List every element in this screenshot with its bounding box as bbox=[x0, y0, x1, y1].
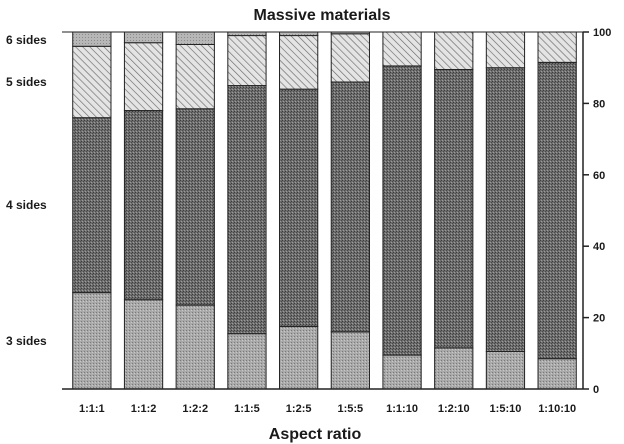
y-tick-label: 60 bbox=[593, 170, 605, 182]
bar-segment-5-sides-1-10-10 bbox=[537, 31, 577, 63]
bar-segment-5-sides-1-1-5 bbox=[227, 35, 267, 87]
bar-segment-3-sides-1-2-10 bbox=[434, 347, 474, 390]
bar-segment-4-sides-1-2-2 bbox=[175, 108, 215, 306]
bar-segment-3-sides-1-5-10 bbox=[485, 351, 526, 390]
bar-segment-3-sides-1-1-5 bbox=[227, 333, 267, 390]
bar-segment-3-sides-1-1-10 bbox=[382, 354, 422, 390]
bar-segment-5-sides-1-1-1 bbox=[72, 45, 112, 119]
x-tick-label: 1:10:10 bbox=[538, 403, 576, 415]
bar-segment-5-sides-1-5-10 bbox=[485, 31, 526, 69]
bar-segment-3-sides-1-5-5 bbox=[330, 331, 370, 390]
series-label-3-sides: 3 sides bbox=[6, 334, 47, 348]
bar-segment-6-sides-1-2-2 bbox=[175, 31, 215, 45]
bar-segment-6-sides-1-1-1 bbox=[72, 31, 112, 47]
series-labels: 3 sides 4 sides 5 sides 6 sides bbox=[6, 33, 47, 348]
bar-segment-6-sides-1-1-2 bbox=[123, 31, 164, 44]
bar-segment-4-sides-1-5-5 bbox=[330, 81, 370, 333]
bar-segment-3-sides-1-2-2 bbox=[175, 304, 215, 390]
y-tick-label: 100 bbox=[593, 27, 611, 39]
bar-segment-5-sides-1-1-10 bbox=[382, 31, 422, 67]
x-axis-label: Aspect ratio bbox=[269, 426, 362, 443]
x-tick-label: 1:2:5 bbox=[286, 403, 312, 415]
bar-segment-5-sides-1-2-5 bbox=[279, 35, 319, 90]
bars bbox=[72, 31, 577, 390]
bar-segment-5-sides-1-2-2 bbox=[175, 44, 215, 110]
x-tick-label: 1:5:5 bbox=[338, 403, 364, 415]
series-label-4-sides: 4 sides bbox=[6, 198, 47, 212]
bar-segment-6-sides-1-1-5 bbox=[227, 31, 267, 37]
y-tick-label: 20 bbox=[593, 313, 605, 325]
x-tick-label: 1:2:2 bbox=[182, 403, 208, 415]
bar-segment-4-sides-1-5-10 bbox=[485, 67, 526, 353]
bar-segment-4-sides-1-2-10 bbox=[434, 68, 474, 349]
bar-segment-5-sides-1-2-10 bbox=[434, 31, 474, 70]
plot-frame bbox=[62, 31, 584, 390]
x-tick-label: 1:1:5 bbox=[234, 403, 260, 415]
bar-segment-4-sides-1-1-10 bbox=[382, 65, 422, 356]
bar-segment-4-sides-1-1-5 bbox=[227, 85, 267, 335]
bar-segment-4-sides-1-2-5 bbox=[279, 88, 319, 328]
x-tick-label: 1:1:10 bbox=[386, 403, 418, 415]
series-label-6-sides: 6 sides bbox=[6, 33, 47, 47]
bar-segment-4-sides-1-10-10 bbox=[537, 61, 577, 360]
y-tick-label: 80 bbox=[593, 98, 605, 110]
y-tick-label: 40 bbox=[593, 241, 605, 253]
x-tick-label: 1:1:1 bbox=[79, 403, 105, 415]
bar-segment-4-sides-1-1-2 bbox=[123, 110, 164, 301]
bar-segment-5-sides-1-5-5 bbox=[330, 33, 370, 83]
chart-title: Massive materials bbox=[254, 7, 391, 24]
bar-segment-3-sides-1-1-1 bbox=[72, 292, 112, 390]
y-tick-label: 0 bbox=[593, 384, 599, 396]
x-tick-label: 1:2:10 bbox=[438, 403, 470, 415]
y-axis: 0 20 40 60 80 100 bbox=[583, 27, 611, 396]
bar-segment-4-sides-1-1-1 bbox=[72, 117, 112, 294]
bar-segment-3-sides-1-2-5 bbox=[279, 326, 319, 390]
bar-segment-3-sides-1-10-10 bbox=[537, 358, 577, 390]
x-tick-label: 1:5:10 bbox=[490, 403, 522, 415]
series-label-5-sides: 5 sides bbox=[6, 75, 47, 89]
bar-segment-3-sides-1-1-2 bbox=[123, 299, 164, 390]
x-axis-ticks: 1:1:1 1:1:2 1:2:2 1:1:5 1:2:5 1:5:5 1:1:10 1:2:… bbox=[79, 403, 576, 415]
bar-segment-6-sides-1-2-5 bbox=[279, 31, 319, 37]
bar-segment-5-sides-1-1-2 bbox=[123, 42, 164, 112]
x-tick-label: 1:1:2 bbox=[131, 403, 157, 415]
